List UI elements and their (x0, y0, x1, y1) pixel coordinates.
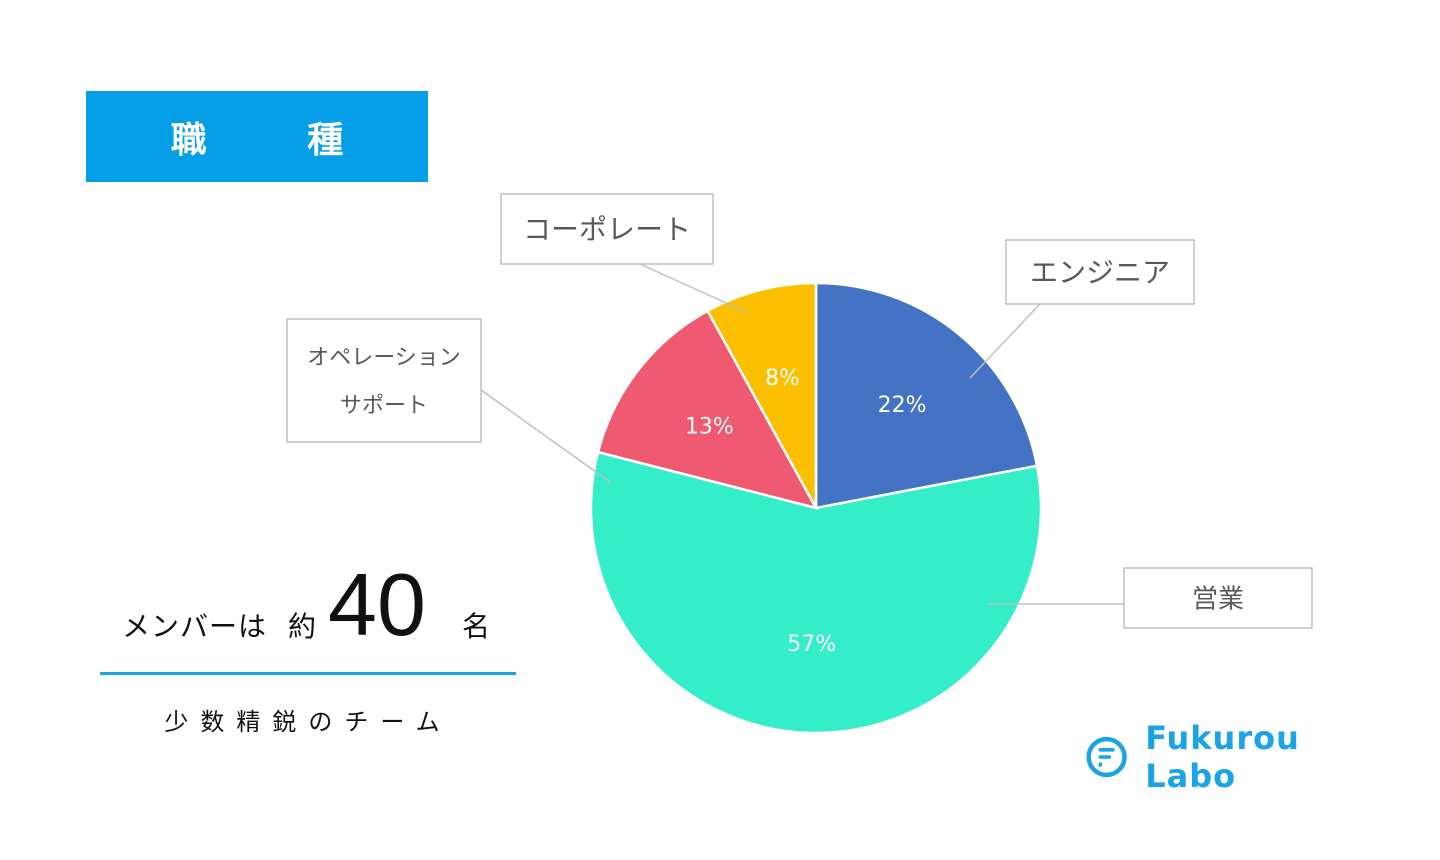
callout-leader-2 (480, 389, 611, 483)
title-banner: 職 種 (86, 91, 428, 182)
member-count-prefix: メンバーは (122, 610, 268, 643)
category-label-2-line-0: オペレーション (307, 345, 461, 370)
callout-box-3 (500, 193, 714, 265)
category-label-0: エンジニア (1030, 256, 1170, 289)
pie-slices (589, 281, 1043, 735)
callout-leader-0 (969, 303, 1041, 379)
member-count-block: メンバーは 約 40 名 (100, 555, 516, 655)
category-label-3: コーポレート (523, 213, 691, 246)
member-count-divider (100, 672, 516, 675)
category-label-1: 営業 (1192, 584, 1244, 614)
brand-logo: Fukurou Labo (1086, 719, 1376, 795)
callout-box-1 (1123, 567, 1313, 629)
brand-logo-text: Fukurou Labo (1145, 719, 1300, 795)
callout-leader-3 (639, 263, 747, 313)
category-label-2-line-1: サポート (340, 393, 428, 418)
pie-data-label-0: 22% (878, 393, 927, 418)
pie-data-label-1: 57% (787, 632, 836, 657)
pie-slice-1 (589, 450, 1043, 735)
callout-box-0 (1005, 239, 1195, 305)
member-count-number: 40 (328, 555, 426, 654)
member-count-about: 約 (288, 610, 317, 643)
member-tagline: 少数精鋭のチーム (164, 708, 452, 736)
pie-data-label-3: 8% (765, 366, 800, 391)
pie-data-label-2: 13% (685, 414, 734, 439)
callout-box-2 (286, 318, 482, 443)
pie-slice-3 (705, 281, 818, 509)
page-title: 職 種 (170, 119, 388, 161)
member-count-suffix: 名 (462, 610, 491, 643)
pie-slice-2 (596, 309, 819, 510)
fukurou-labo-logo-icon (1086, 736, 1127, 778)
pie-slice-0 (814, 281, 1039, 510)
